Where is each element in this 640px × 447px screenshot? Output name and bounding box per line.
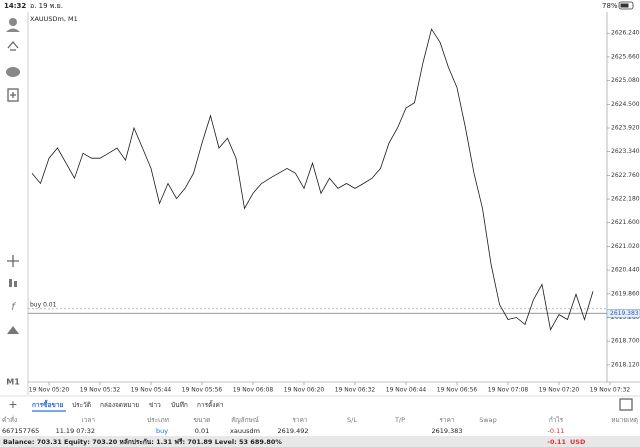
y-tick-label: 2622.760: [611, 172, 640, 179]
y-tick-label: 2624.500: [611, 101, 640, 108]
crosshair-icon[interactable]: [7, 255, 19, 267]
table-cell: 667157765: [2, 427, 39, 435]
tab[interactable]: การซื้อขาย: [32, 399, 63, 409]
timeframe[interactable]: M1: [6, 378, 20, 387]
bid-label: 2619.383: [610, 310, 639, 317]
x-tick-label: 19 Nov 05:56: [182, 387, 223, 394]
table-cell: buy: [156, 427, 168, 435]
chart: XAUUSDm, M1 2618.1202618.7002619.2802619…: [28, 12, 640, 394]
position-label: buy 0.01: [30, 301, 57, 308]
x-tick-label: 19 Nov 06:20: [284, 387, 325, 394]
tab[interactable]: การตั้งค่า: [197, 400, 224, 409]
new-order-icon[interactable]: [7, 88, 19, 102]
y-tick-label: 2621.600: [611, 219, 640, 226]
y-tick-label: 2623.340: [611, 148, 640, 155]
table-header: T/P: [394, 416, 405, 424]
status-battery: 78%: [602, 2, 618, 10]
table-cell: 2619.383: [431, 427, 462, 435]
x-tick-label: 19 Nov 06:08: [233, 387, 274, 394]
table-header: S/L: [347, 416, 357, 424]
trade-icon[interactable]: [7, 40, 19, 51]
candle-icon[interactable]: [9, 279, 12, 287]
table-header: เวลา: [81, 416, 95, 424]
y-tick-label: 2619.860: [611, 290, 640, 297]
table-header: ราคา: [292, 416, 307, 424]
tab[interactable]: บันทึก: [171, 401, 188, 409]
account-icon[interactable]: [9, 18, 17, 26]
table-cell: 2619.492: [277, 427, 308, 435]
x-tick-label: 19 Nov 06:44: [386, 387, 427, 394]
account-icon-body: [6, 28, 20, 32]
new-order-plus: [10, 92, 16, 98]
y-tick-label: 2620.440: [611, 267, 640, 274]
status-time: 14:32: [4, 2, 26, 10]
objects-icon[interactable]: [7, 326, 19, 334]
status-date: อ. 19 พ.ย.: [30, 2, 63, 10]
y-tick-label: 2623.920: [611, 124, 640, 131]
y-tick-label: 2621.020: [611, 243, 640, 250]
indicator-icon[interactable]: f: [11, 302, 16, 313]
chart-title: XAUUSDm, M1: [30, 15, 78, 23]
x-tick-label: 19 Nov 05:32: [80, 387, 121, 394]
bid-badge: [606, 309, 640, 318]
x-tick-label: 19 Nov 06:32: [335, 387, 376, 394]
table-header: ขนาด: [194, 416, 211, 424]
table-cell: 0.01: [195, 427, 209, 435]
footer-summary: Balance: 703.31 Equity: 703.20 หลักประกั…: [3, 438, 282, 446]
y-tick-label: 2626.240: [611, 30, 640, 37]
table-header: คำสั่ง: [2, 415, 17, 424]
x-tick-label: 19 Nov 07:08: [488, 387, 529, 394]
tab[interactable]: กล่องจดหมาย: [100, 401, 139, 409]
y-tick-label: 2625.660: [611, 53, 640, 60]
battery-level: [620, 3, 629, 8]
chat-icon[interactable]: [6, 67, 20, 77]
tab[interactable]: ข่าว: [149, 401, 161, 409]
y-tick-label: 2618.120: [611, 361, 640, 368]
y-tick-label: 2625.080: [611, 77, 640, 84]
positions-table: คำสั่ง เวลา ประเภท ขนาด สัญลักษณ์ ราคา S/L T/P ร…: [2, 415, 638, 435]
table-header: ประเภท: [147, 416, 169, 424]
layout-icon[interactable]: [619, 398, 633, 411]
add-icon[interactable]: +: [8, 398, 17, 411]
battery-icon: [618, 1, 634, 10]
price-line: [31, 28, 594, 331]
table-header: ราคา: [439, 416, 454, 424]
candle-icon-2: [14, 281, 17, 287]
x-tick-label: 19 Nov 05:44: [131, 387, 172, 394]
tab[interactable]: ประวัติ: [72, 401, 91, 409]
table-cell: xauusdm: [230, 427, 260, 435]
x-tick-label: 19 Nov 06:56: [437, 387, 478, 394]
x-tick-label: 19 Nov 05:20: [29, 387, 70, 394]
table-header: กำไร: [549, 416, 564, 424]
footer-currency: USD: [570, 438, 586, 446]
y-tick-label: 2618.700: [611, 338, 640, 345]
left-toolbar: f M1: [6, 18, 20, 387]
tabs: การซื้อขาย ประวัติ กล่องจดหมาย ข่าว บันทึก กา…: [32, 399, 224, 412]
footer-bar: [0, 436, 640, 447]
y-tick-label: 2622.180: [611, 196, 640, 203]
x-tick-label: 19 Nov 07:20: [539, 387, 580, 394]
footer-total: -0.11: [547, 438, 566, 446]
table-header: Swap: [479, 416, 497, 424]
table-cell: 11.19 07:32: [56, 427, 95, 435]
x-tick-label: 19 Nov 07:32: [590, 387, 631, 394]
table-header: หมายเหตุ: [611, 416, 638, 424]
table-header: สัญลักษณ์: [231, 416, 259, 424]
table-cell: -0.11: [548, 427, 565, 435]
